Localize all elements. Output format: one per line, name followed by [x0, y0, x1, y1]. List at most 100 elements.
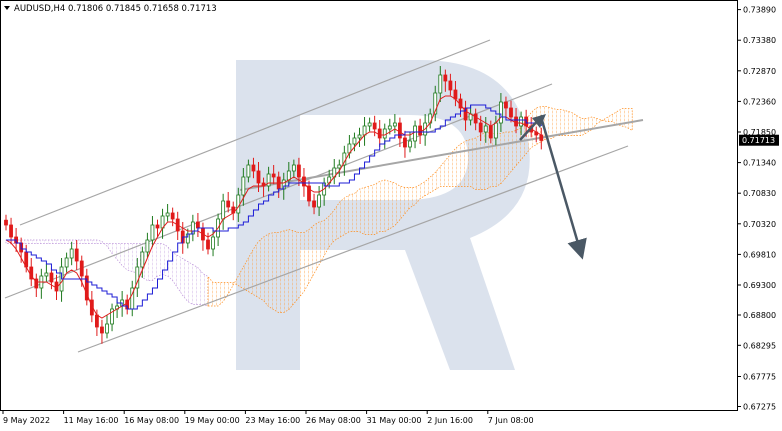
candle-body: [105, 323, 109, 334]
y-tick-label: 0.73380: [743, 36, 776, 45]
candle-body: [145, 239, 150, 253]
candle-body: [317, 194, 322, 208]
candle-body: [433, 92, 438, 115]
candle-body: [478, 122, 483, 133]
candle-body: [387, 125, 392, 130]
candle-body: [266, 173, 271, 187]
candle-body: [372, 122, 377, 130]
y-tick-label: 0.68800: [743, 311, 776, 320]
forecast-up-arrowhead: [532, 114, 546, 128]
candle-body: [443, 74, 448, 82]
ichimoku-lines: [5, 95, 542, 319]
collapse-triangle-icon[interactable]: [4, 6, 10, 10]
x-tick-label: 11 May 16:00: [64, 416, 119, 425]
y-tick-label: 0.72360: [743, 97, 776, 106]
candle-body: [296, 164, 301, 178]
ichimoku-cloud: [5, 106, 633, 313]
trend-channel: [4, 39, 644, 353]
cloud-bearish: [5, 239, 209, 307]
y-tick-label: 0.70830: [743, 189, 776, 198]
candle-body: [382, 128, 387, 139]
y-tick-label: 0.68295: [743, 341, 776, 350]
candle-body: [89, 299, 94, 316]
candle-body: [4, 219, 8, 226]
candle-body: [509, 107, 513, 118]
cloud-bullish: [207, 106, 633, 313]
candle-body: [211, 236, 215, 250]
candle-body: [195, 221, 200, 229]
candle-body: [302, 176, 306, 187]
candle-body: [448, 80, 453, 91]
candle-body: [155, 224, 160, 229]
current-price-badge: 0.71713: [739, 134, 779, 146]
y-tick-label: 0.71850: [743, 128, 776, 137]
y-tick-label: 0.67775: [743, 373, 776, 382]
candle-body: [403, 137, 407, 148]
candle-body: [140, 251, 145, 268]
candle-body: [337, 164, 342, 169]
candle-body: [473, 113, 478, 124]
candle-body: [498, 101, 503, 124]
ohlc-label: 0.71806 0.71845 0.71658 0.71713: [68, 4, 217, 14]
candle-body: [514, 116, 518, 127]
x-tick-label: 23 May 16:00: [245, 416, 300, 425]
x-tick-label: 7 Jun 08:00: [488, 416, 534, 425]
candle-body: [236, 194, 241, 214]
candle-body: [392, 122, 397, 127]
svg-text:0.71713: 0.71713: [742, 136, 775, 145]
channel-line: [19, 39, 491, 226]
candle-body: [100, 326, 104, 334]
kijun-sen-line: [6, 104, 542, 310]
candle-body: [362, 125, 367, 136]
candle-body: [519, 116, 523, 127]
candle-body: [165, 212, 170, 217]
candle-body: [64, 257, 69, 268]
candle-body: [256, 170, 261, 184]
y-tick-label: 0.69300: [743, 281, 776, 290]
candle-body: [367, 122, 372, 127]
candle-body: [408, 140, 412, 148]
candle-body: [49, 272, 54, 283]
x-tick-label: 26 May 08:00: [306, 416, 361, 425]
candle-body: [453, 89, 458, 100]
candle-body: [504, 101, 508, 109]
x-tick-label: 9 May 2022: [3, 416, 50, 425]
candle-body: [246, 164, 251, 178]
candle-body: [307, 185, 311, 202]
candle-body: [271, 173, 276, 178]
candle-body: [418, 125, 423, 136]
y-tick-label: 0.70320: [743, 220, 776, 229]
candle-body: [539, 134, 544, 141]
channel-line: [77, 145, 629, 353]
candle-body: [74, 248, 79, 262]
candle-body: [251, 164, 256, 172]
candle-body: [69, 248, 74, 259]
candle-body: [150, 224, 155, 241]
candle-body: [221, 200, 226, 220]
candle-body: [352, 137, 357, 145]
x-tick-label: 16 May 08:00: [124, 416, 179, 425]
candle-body: [95, 314, 99, 328]
y-tick-label: 0.67275: [743, 403, 776, 412]
candle-body: [377, 128, 382, 139]
y-tick-label: 0.73890: [743, 6, 776, 15]
candle-body: [291, 164, 296, 172]
x-tick-label: 19 May 00:00: [185, 416, 240, 425]
candle-body: [241, 176, 246, 196]
symbol-label: AUDUSD,H4: [14, 4, 65, 14]
candle-body: [488, 125, 493, 139]
candle-body: [312, 200, 316, 208]
time-axis: 9 May 2022 11 May 16:00 16 May 08:00 19 May…: [2, 410, 534, 425]
tenkan-sen-line: [5, 95, 542, 319]
candle-body: [84, 275, 89, 301]
candle-body: [44, 272, 49, 277]
candle-body: [79, 260, 84, 277]
y-tick-label: 0.71340: [743, 159, 776, 168]
candle-body: [226, 200, 231, 208]
candle-body: [110, 308, 114, 325]
candle-body: [413, 125, 417, 142]
candle-body: [438, 74, 443, 94]
y-tick-label: 0.72870: [743, 67, 776, 76]
candle-body: [483, 125, 488, 133]
